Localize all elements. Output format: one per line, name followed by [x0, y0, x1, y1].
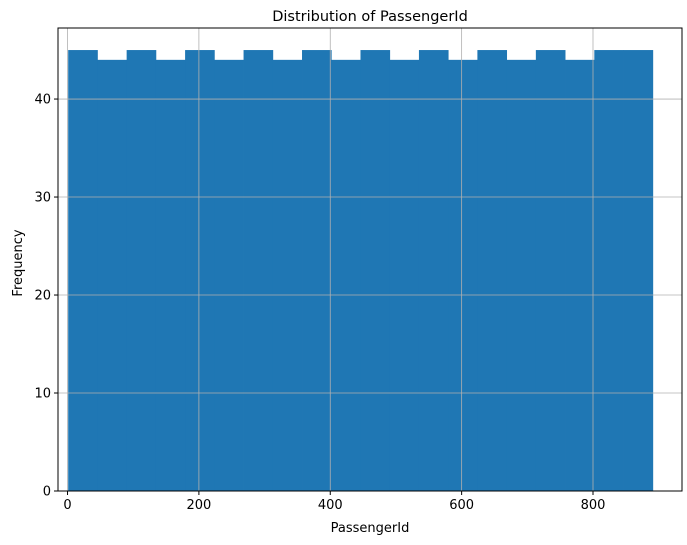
y-tick-label: 40: [34, 93, 51, 108]
histogram-bar: [68, 50, 98, 492]
histogram-bar: [623, 50, 654, 492]
x-tick-label: 200: [186, 498, 211, 513]
x-tick-label: 400: [318, 498, 343, 513]
x-axis-label: PassengerId: [331, 521, 410, 536]
histogram-bar: [302, 50, 332, 492]
histogram-bar: [477, 50, 508, 492]
y-ticks-group: 0 10 20 30 40: [34, 93, 58, 500]
x-tick-label: 0: [63, 498, 71, 513]
x-tick-label: 600: [449, 498, 474, 513]
histogram-bar: [272, 59, 303, 492]
histogram-bar: [97, 59, 128, 492]
y-tick-label: 20: [34, 289, 51, 304]
histogram-bar: [565, 59, 595, 492]
histogram-bar: [535, 50, 566, 492]
histogram-bar: [448, 59, 478, 492]
histogram-bar: [214, 59, 244, 492]
histogram-bar: [243, 50, 274, 492]
histogram-bar: [506, 59, 537, 492]
histogram-bar: [185, 50, 215, 492]
y-tick-label: 30: [34, 191, 51, 206]
plot-frame: [57, 27, 683, 492]
histogram-bar: [331, 59, 361, 492]
y-tick-label: 10: [34, 387, 51, 402]
histogram-bar: [389, 59, 420, 492]
y-tick-label: 0: [43, 485, 51, 500]
histogram-bar: [126, 50, 157, 492]
histogram-bar: [155, 59, 186, 492]
x-tick-label: 800: [581, 498, 606, 513]
bars-group: [68, 50, 654, 492]
histogram-bar: [594, 50, 624, 492]
histogram-bar: [360, 50, 391, 492]
histogram-bar: [418, 50, 449, 492]
chart-title: Distribution of PassengerId: [272, 9, 468, 25]
x-ticks-group: 0 200 400 600 800: [63, 491, 605, 513]
y-axis-label: Frequency: [11, 229, 26, 296]
